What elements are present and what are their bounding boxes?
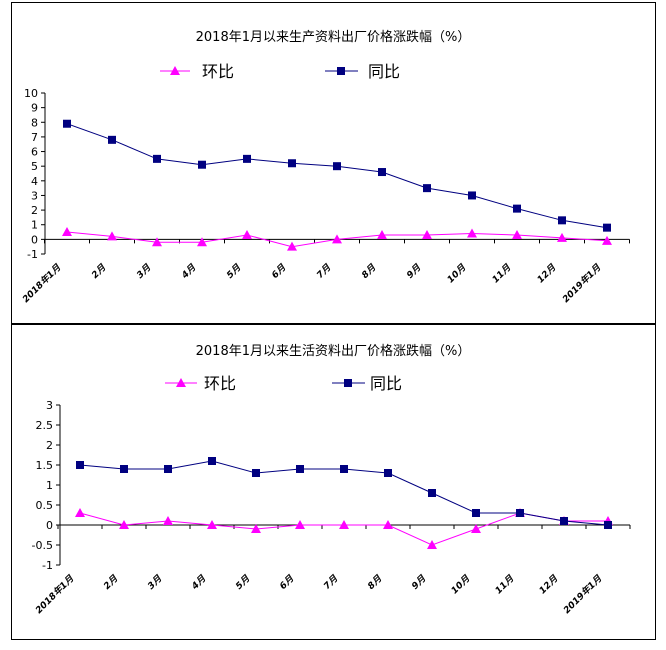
data-point [251, 524, 261, 533]
data-point [198, 160, 206, 169]
data-point [62, 227, 72, 237]
data-point [287, 241, 297, 251]
y-tick-label: 1 [46, 479, 53, 492]
chart-panel-consumer: 2018年1月以来生活资料出厂价格涨跌幅（%） 环比 同比 -1 -0.5 0 0.5… [11, 324, 656, 640]
data-point [427, 540, 437, 549]
y-tick-label: 1.5 [36, 459, 54, 472]
data-point [164, 465, 172, 473]
chart-title: 2018年1月以来生活资料出厂价格涨跌幅（%） [196, 343, 471, 359]
y-tick-label: 2 [46, 439, 53, 452]
data-point [339, 520, 349, 529]
data-point [332, 234, 342, 244]
y-tick-label: 5 [31, 160, 38, 173]
legend-label-mom: 环比 [204, 374, 236, 393]
data-point [377, 229, 387, 239]
data-point [604, 521, 612, 529]
chart-title: 2018年1月以来生产资料出厂价格涨跌幅（%） [196, 29, 471, 45]
data-point [423, 184, 431, 193]
data-point [295, 520, 305, 529]
y-tick-label: 6 [31, 146, 38, 159]
y-tick-label: 10 [24, 87, 38, 100]
data-point [472, 509, 480, 517]
y-tick-label: 3 [46, 399, 53, 412]
legend: 环比 同比 [165, 374, 402, 393]
data-point [333, 162, 341, 171]
legend-marker-yoy [337, 67, 345, 75]
data-point [513, 204, 521, 213]
data-point [252, 469, 260, 477]
data-point [120, 465, 128, 473]
chart-panel-production: 2018年1月以来生产资料出厂价格涨跌幅（%） 环比 同比 -1 01 2 34 56 7… [11, 2, 656, 324]
y-tick-label: 1 [31, 219, 38, 232]
data-point [75, 508, 85, 517]
data-point [383, 520, 393, 529]
data-point [558, 216, 566, 225]
data-point [163, 516, 173, 525]
y-tick-label: 7 [31, 131, 38, 144]
data-point [288, 159, 296, 168]
data-point [603, 223, 611, 232]
data-point [384, 469, 392, 477]
data-point [208, 457, 216, 465]
y-tick-label: -0.5 [32, 539, 53, 552]
data-point [560, 517, 568, 525]
y-tick-label: 0.5 [36, 499, 54, 512]
panel-border [11, 324, 656, 640]
y-tick-label: -1 [42, 559, 53, 572]
legend-marker-mom [176, 378, 186, 387]
legend-label-yoy: 同比 [368, 62, 400, 81]
data-point [557, 232, 567, 242]
data-point [108, 135, 116, 144]
data-point [153, 154, 161, 163]
y-tick-label: 8 [31, 116, 38, 129]
legend-label-mom: 环比 [202, 62, 234, 81]
data-point [516, 509, 524, 517]
data-point [422, 229, 432, 239]
y-tick-label: 3 [31, 189, 38, 202]
legend: 环比 同比 [160, 62, 400, 81]
legend-label-yoy: 同比 [370, 374, 402, 393]
legend-marker-mom [170, 66, 180, 75]
y-tick-label: 2 [31, 204, 38, 217]
data-point [467, 228, 477, 238]
data-point [107, 231, 117, 241]
data-point [471, 524, 481, 533]
data-point [468, 191, 476, 200]
data-point [197, 237, 207, 247]
data-point [119, 520, 129, 529]
data-point [242, 229, 252, 239]
y-tick-label: 0 [31, 233, 38, 246]
y-tick-label: 0 [46, 519, 53, 532]
data-point [378, 168, 386, 177]
data-point [207, 520, 217, 529]
y-tick-label: 2.5 [36, 419, 54, 432]
data-point [602, 235, 612, 245]
data-point [428, 489, 436, 497]
data-point [63, 119, 71, 128]
legend-marker-yoy [344, 379, 352, 387]
data-point [296, 465, 304, 473]
y-tick-label: -1 [27, 248, 38, 261]
y-tick-label: 9 [31, 102, 38, 115]
y-tick-label: 4 [31, 175, 38, 188]
data-point [512, 229, 522, 239]
data-point [76, 461, 84, 469]
data-point [152, 237, 162, 247]
data-point [243, 154, 251, 163]
data-point [340, 465, 348, 473]
